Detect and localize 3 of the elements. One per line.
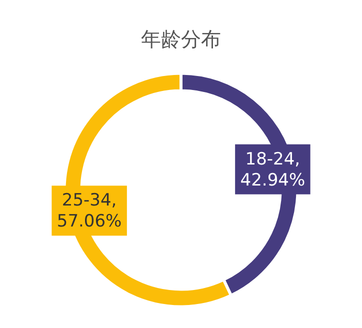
slice-label: 18-24, 42.94% [240,149,306,190]
slice-label: 25-34, 57.06% [56,190,122,232]
chart-title: 年龄分布 [141,27,221,51]
